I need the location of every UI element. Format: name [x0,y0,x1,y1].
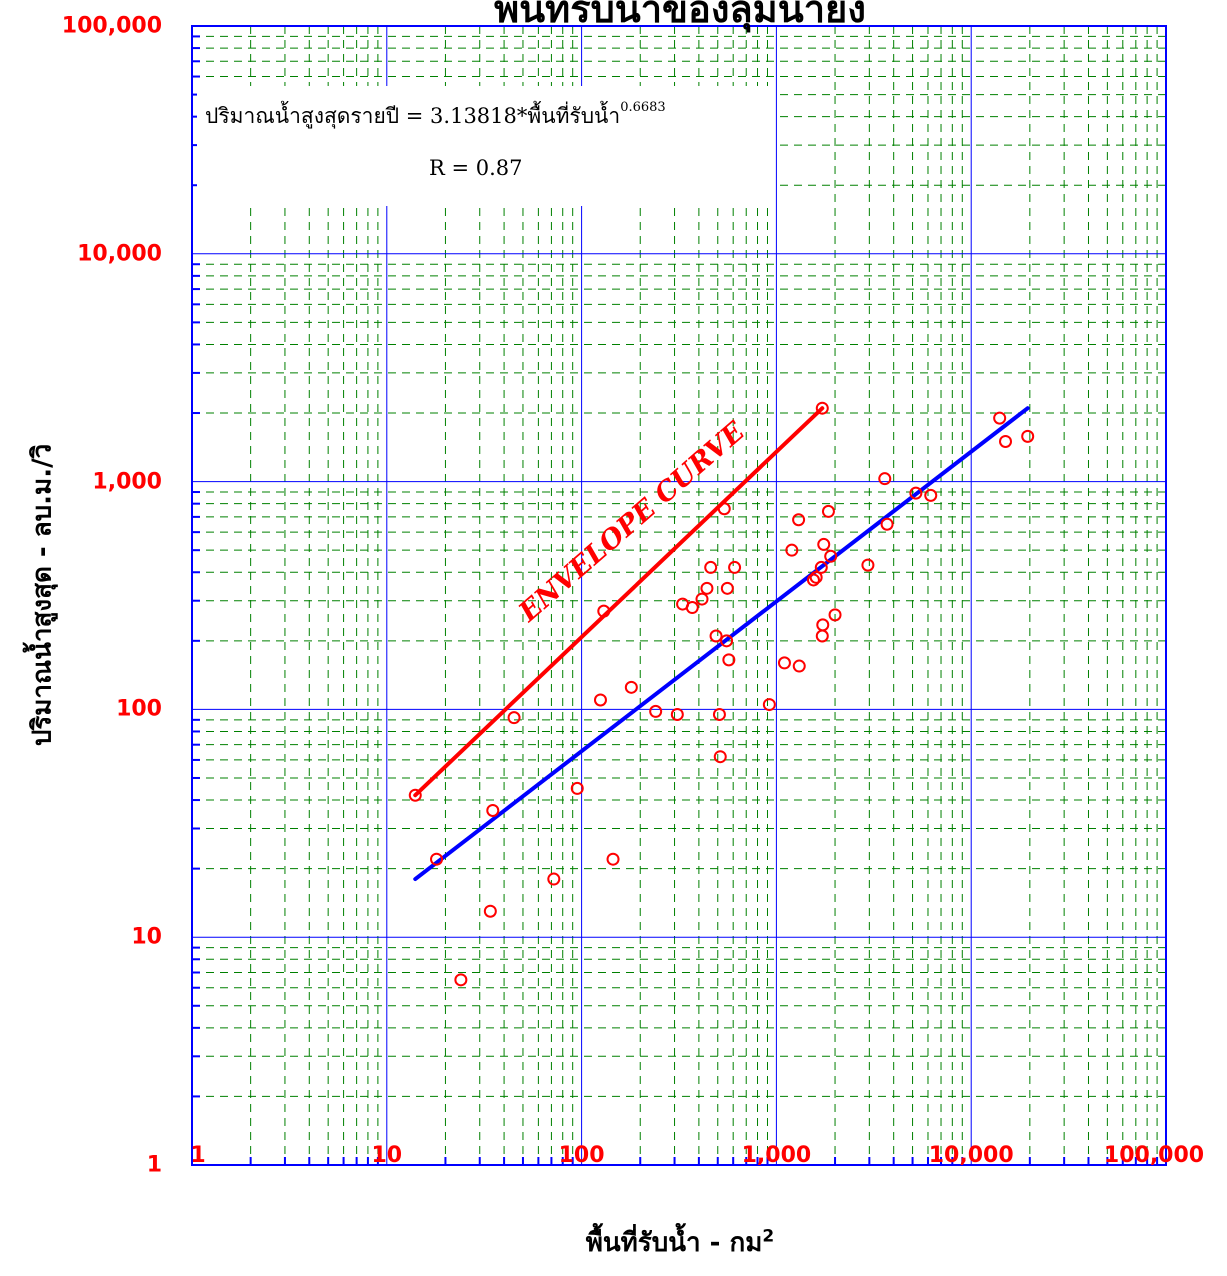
data-point [762,698,776,712]
data-point [809,570,823,584]
y-tick-label: 100,000 [61,13,162,39]
data-point [483,904,497,918]
data-point [785,543,799,557]
data-point [593,693,607,707]
data-point [828,608,842,622]
correlation-text: R = 0.87 [429,156,523,180]
x-tick-label: 100,000 [1103,1143,1205,1168]
data-point [704,560,718,574]
equation-text: ปริมาณน้ำสูงสุดรายปี = 3.13818*พื้นที่รั… [205,100,666,133]
x-tick-label: 100 [558,1143,605,1168]
data-point [817,537,831,551]
y-axis-label: ปริมาณน้ำสูงสุด - ลบ.ม./วิ [27,443,58,747]
envelope-curve-line [413,406,825,798]
y-tick-label: 100 [116,696,162,722]
data-point [430,852,444,866]
data-point [880,517,894,531]
data-point [720,581,734,595]
y-tick-label: 1,000 [92,469,162,495]
data-point [722,653,736,667]
data-points [408,401,1035,987]
data-point [815,401,829,415]
x-axis-label-superscript: 2 [762,1226,775,1247]
data-point [815,629,829,643]
y-tick-label: 1 [146,1152,162,1178]
data-point [999,434,1013,448]
data-point [909,486,923,500]
data-point [924,488,938,502]
data-point [816,618,830,632]
data-point [821,504,835,518]
data-point [570,781,584,795]
data-point [1021,429,1035,443]
data-point [792,513,806,527]
axis-ticks [192,35,1159,1165]
minor-gridlines [192,26,1166,1165]
y-tick-label: 10 [131,924,162,950]
data-point [792,659,806,673]
x-axis-label: พื้นที่รับน้ำ - กม2 [586,1222,775,1263]
data-point [695,592,709,606]
data-point [507,711,521,725]
data-point [486,803,500,817]
data-point [713,750,727,764]
equation-box: ปริมาณน้ำสูงสุดรายปี = 3.13818*พื้นที่รั… [197,86,774,206]
data-point [861,558,875,572]
data-point [408,788,422,802]
data-point [685,601,699,615]
data-point [709,629,723,643]
data-point [717,502,731,516]
x-tick-label: 1 [190,1143,206,1168]
data-point [878,472,892,486]
data-point [806,573,820,587]
data-point [993,411,1007,425]
data-point [777,656,791,670]
y-tick-label: 10,000 [77,241,162,267]
x-tick-label: 10,000 [928,1143,1014,1168]
x-tick-label: 1,000 [741,1143,812,1168]
equation-formula: ปริมาณน้ำสูงสุดรายปี = 3.13818*พื้นที่รั… [205,104,621,128]
data-point [670,707,684,721]
x-axis-label-text: พื้นที่รับน้ำ - กม [585,1228,763,1258]
equation-exponent: 0.6683 [620,100,666,115]
chart-title: พื้นที่รับน้ำของลุ่มน้ำยัง [494,0,866,31]
data-point [454,973,468,987]
data-point [720,634,734,648]
data-point [814,560,828,574]
major-gridlines [192,26,1166,1165]
data-point [712,707,726,721]
data-point [700,581,714,595]
data-point [649,704,663,718]
x-tick-label: 10 [371,1143,403,1168]
data-point [606,852,620,866]
data-point [728,560,742,574]
data-point [824,549,838,563]
data-point [597,604,611,618]
data-point [547,872,561,886]
plot-frame [191,25,1167,1166]
data-point [624,680,638,694]
